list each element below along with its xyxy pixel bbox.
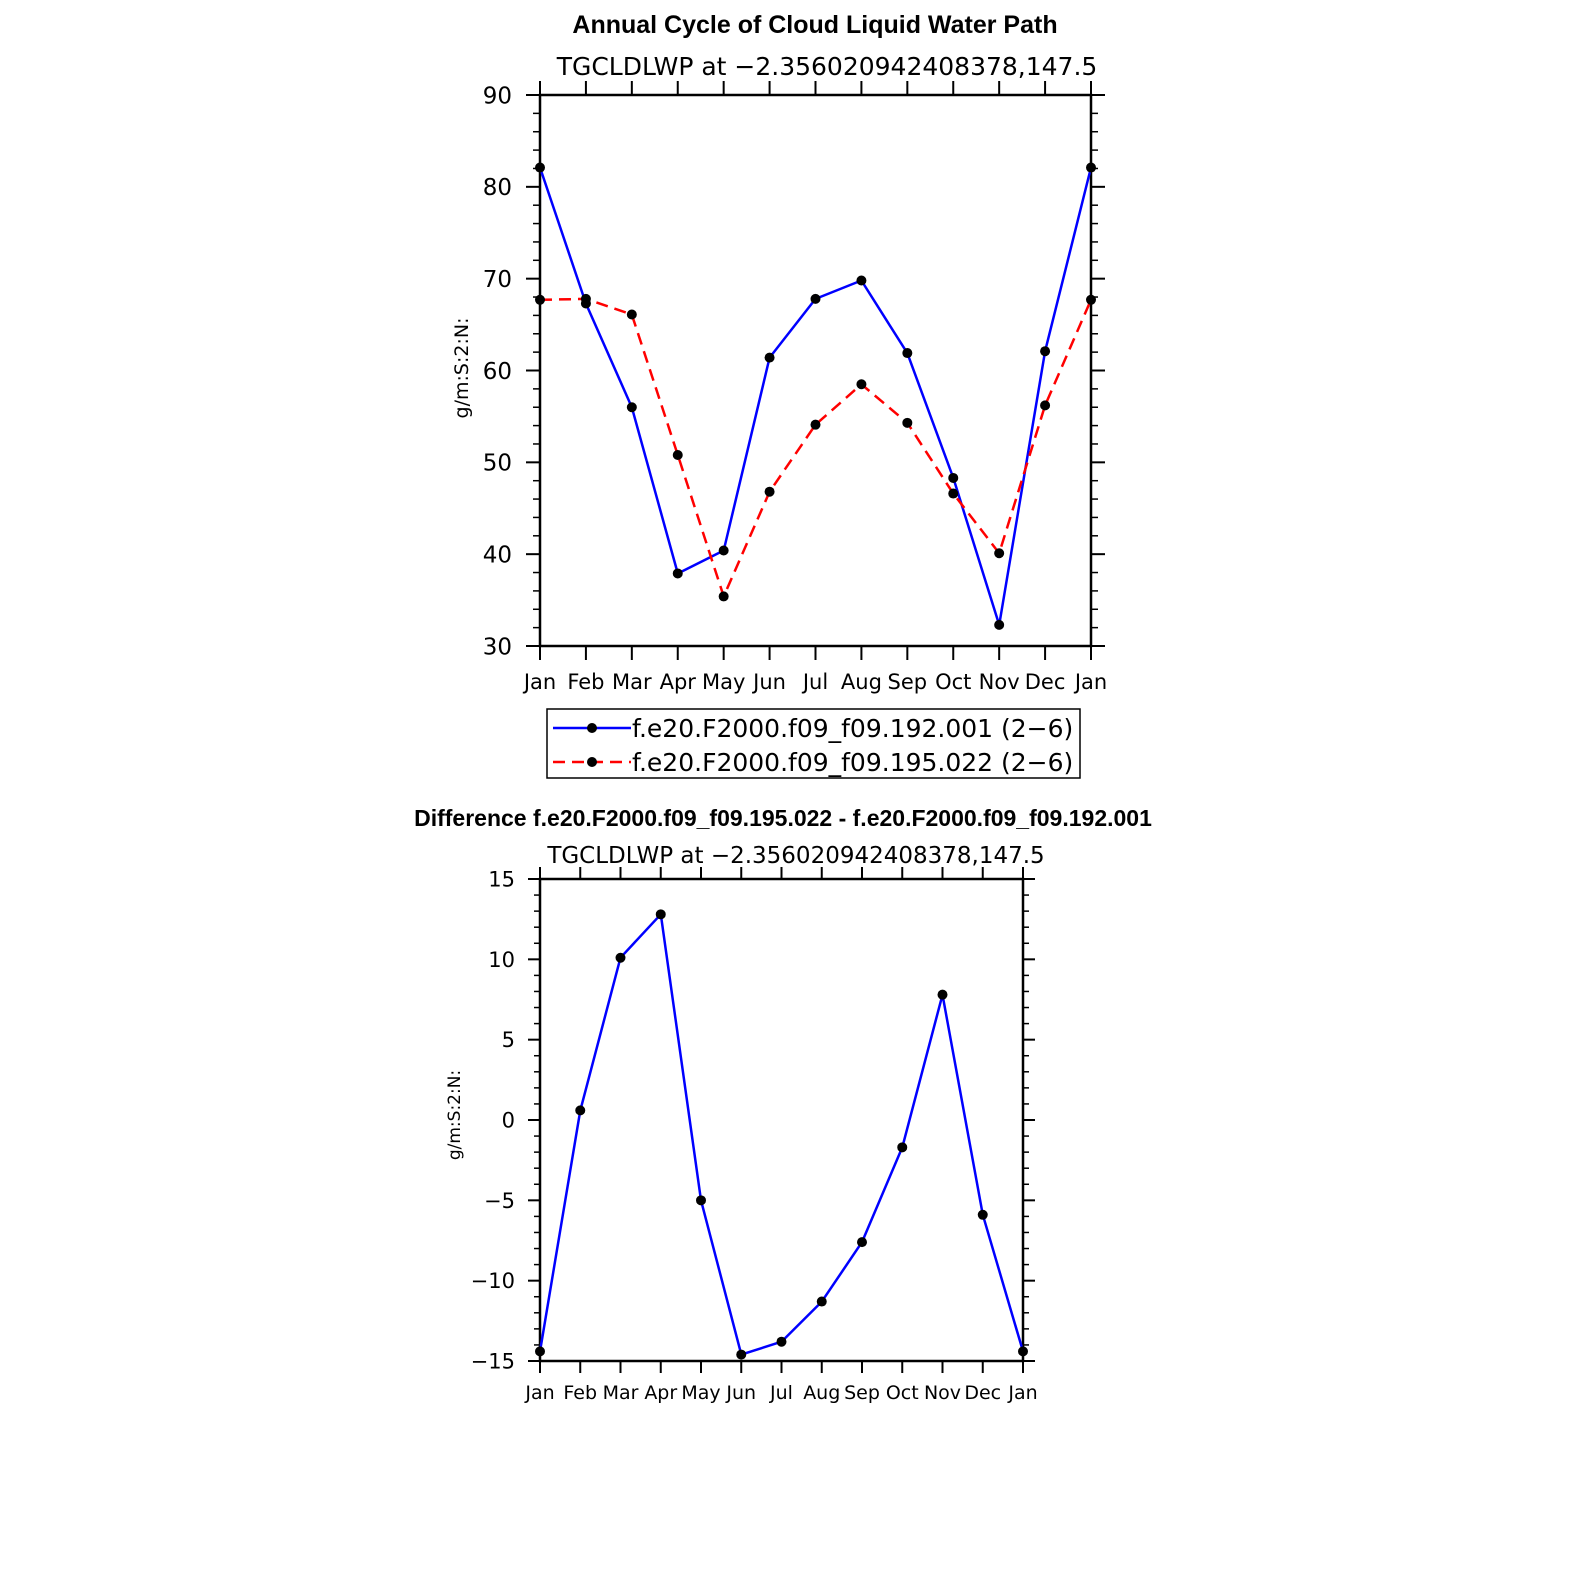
x-tick-label: Apr (660, 670, 697, 694)
x-tick-label: Jul (769, 1382, 793, 1404)
difference-chart: Difference f.e20.F2000.f09_f09.195.022 -… (414, 805, 1152, 1404)
series-1-point (736, 1349, 747, 1360)
y-tick-label: 50 (483, 451, 512, 477)
series-1-point (615, 952, 626, 963)
series-1-point (1018, 1346, 1028, 1357)
x-tick-label: Jan (524, 1382, 554, 1404)
series-1-point (994, 619, 1005, 630)
x-tick-label: Sep (888, 670, 928, 694)
x-tick-label: Sep (844, 1382, 880, 1404)
x-tick-label: Aug (803, 1382, 840, 1404)
x-tick-label: Feb (563, 1382, 597, 1404)
y-tick-label: −15 (471, 1350, 515, 1374)
series-1-point (1040, 346, 1051, 357)
series-1-point (902, 348, 913, 359)
series-2-point (718, 591, 729, 602)
series-1-point (948, 472, 959, 483)
series-1-point (718, 545, 729, 556)
series-1-point (764, 352, 775, 363)
series-1-point (776, 1336, 787, 1347)
y-tick-label: 15 (488, 868, 515, 892)
x-tick-label: Dec (964, 1382, 1001, 1404)
legend-marker-series-1 (587, 723, 597, 733)
legend-label-series-1: f.e20.F2000.f09_f09.192.001 (2−6) (632, 714, 1073, 743)
series-1-point (857, 1237, 867, 1248)
series-2-point (948, 488, 959, 499)
series-line-2 (539, 297, 1093, 598)
x-tick-label: Apr (644, 1382, 677, 1404)
y-tick-label: 70 (483, 267, 512, 293)
chart-subtitle: TGCLDLWP at −2.356020942408378,147.5 (556, 52, 1098, 81)
series-1-point (810, 293, 821, 304)
series-1-point (672, 568, 683, 579)
series-2-point (994, 548, 1005, 559)
y-tick-label: 0 (502, 1109, 515, 1133)
series-1-point (977, 1209, 988, 1220)
y-tick-label: 60 (483, 359, 512, 385)
x-tick-label: Feb (567, 670, 604, 694)
series-1-point (696, 1195, 706, 1206)
x-tick-label: Dec (1025, 670, 1066, 694)
legend-box (546, 708, 1081, 779)
series-1-point (575, 1105, 586, 1116)
x-tick-label: May (681, 1382, 720, 1404)
y-tick-label: 5 (502, 1028, 515, 1052)
x-tick-label: Jan (522, 670, 556, 694)
series-1-point (937, 989, 948, 1000)
legend-label-series-2: f.e20.F2000.f09_f09.195.022 (2−6) (632, 748, 1073, 777)
y-tick-label: −10 (471, 1269, 515, 1293)
x-tick-label: Oct (935, 670, 971, 694)
series-line-1 (538, 913, 1025, 1356)
x-tick-label: Jul (801, 670, 828, 694)
series-1-point (535, 162, 545, 173)
series-2-point (1086, 294, 1096, 305)
y-axis-label: g/m:S:2:N: (445, 1070, 465, 1160)
x-tick-label: Nov (924, 1382, 961, 1404)
x-tick-label: Nov (979, 670, 1020, 694)
chart-subtitle: TGCLDLWP at −2.356020942408378,147.5 (546, 843, 1044, 869)
series-1-point (626, 402, 637, 413)
series-1-point (897, 1142, 908, 1153)
series-2-point (580, 293, 591, 304)
y-tick-label: −5 (484, 1189, 515, 1213)
series-2-point (672, 449, 683, 460)
y-axis-label: g/m:S:2:N: (451, 318, 473, 419)
series-2-point (1040, 400, 1051, 411)
x-tick-label: Jun (725, 1382, 756, 1404)
x-tick-label: Oct (886, 1382, 919, 1404)
series-2-point (535, 294, 545, 305)
plot-frame (538, 877, 1025, 1363)
series-1-point (655, 909, 666, 920)
x-tick-label: Mar (612, 670, 652, 694)
y-tick-label: 10 (488, 948, 515, 972)
series-2-point (626, 309, 637, 320)
series-2-point (764, 486, 775, 497)
series-2-point (810, 419, 821, 430)
y-tick-label: 90 (483, 83, 512, 109)
y-tick-label: 40 (483, 542, 512, 568)
series-1-point (816, 1296, 827, 1307)
chart-title: Difference f.e20.F2000.f09_f09.195.022 -… (414, 805, 1152, 831)
legend: f.e20.F2000.f09_f09.192.001 (2−6) f.e20.… (546, 708, 1081, 779)
chart-title: Annual Cycle of Cloud Liquid Water Path (572, 11, 1057, 39)
y-tick-label: 80 (483, 175, 512, 201)
x-tick-label: May (702, 670, 745, 694)
series-1-point (1086, 162, 1096, 173)
series-1-point (535, 1346, 545, 1357)
series-1-point (856, 275, 867, 286)
x-tick-label: Jan (1007, 1382, 1037, 1404)
y-tick-label: 30 (483, 634, 512, 660)
series-2-point (902, 417, 913, 428)
x-tick-label: Aug (841, 670, 882, 694)
x-tick-label: Jan (1073, 670, 1107, 694)
annual-cycle-chart: Annual Cycle of Cloud Liquid Water Path … (451, 11, 1107, 779)
series-line-1 (538, 167, 1093, 627)
x-tick-label: Mar (603, 1382, 639, 1404)
x-tick-label: Jun (751, 670, 786, 694)
series-2-point (856, 379, 867, 390)
legend-marker-series-2 (587, 757, 597, 767)
